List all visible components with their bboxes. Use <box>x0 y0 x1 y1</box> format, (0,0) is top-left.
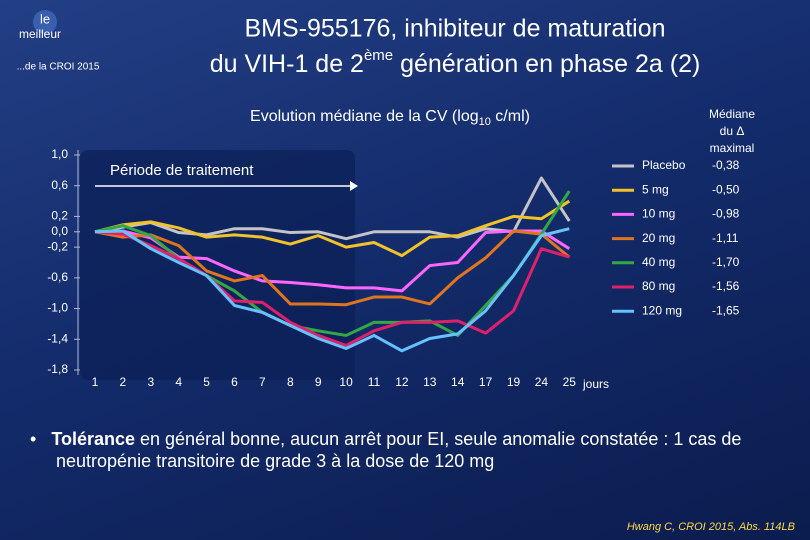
legend-value: -1,70 <box>712 255 740 269</box>
bullet: • Tolérance en général bonne, aucun arrê… <box>30 429 742 471</box>
legend-label: 20 mg <box>642 231 675 245</box>
title: du VIH-1 de 2ème génération en phase 2a … <box>210 47 701 78</box>
series-line <box>94 176 571 241</box>
chart-title: Evolution médiane de la CV (log10 c/ml) <box>250 108 530 128</box>
x-axis-label: jours <box>582 377 609 391</box>
x-tick-label: 19 <box>507 375 521 389</box>
x-tick-label: 12 <box>395 375 409 389</box>
bullet-text: en général bonne, aucun arrêt pour EI, s… <box>56 429 742 471</box>
y-tick-label: 0,6 <box>51 178 68 192</box>
x-tick-label: 2 <box>120 375 127 389</box>
x-tick-label: 25 <box>563 375 577 389</box>
legend-header: du Δ <box>720 124 745 138</box>
legend-value: -0,38 <box>712 158 740 172</box>
y-tick-label: -0,6 <box>47 270 68 284</box>
y-tick-label: -1,8 <box>47 362 68 376</box>
x-tick-label: 14 <box>451 375 465 389</box>
logo-circle <box>33 10 57 34</box>
x-tick-label: 10 <box>339 375 353 389</box>
title-part: du VIH-1 de 2 <box>210 50 364 78</box>
logo-main: meilleur <box>19 27 61 41</box>
legend-value: -1,56 <box>712 279 740 293</box>
legend-header: maximal <box>710 141 755 155</box>
y-tick-label: 0,2 <box>51 209 68 223</box>
footer: Hwang C, CROI 2015, Abs. 114LB <box>627 521 795 533</box>
x-tick-label: 8 <box>287 375 294 389</box>
legend-header: Médiane <box>709 107 755 121</box>
x-tick-label: 5 <box>203 375 210 389</box>
arrow-head <box>350 181 358 191</box>
series-line <box>94 229 571 307</box>
title-part: génération en phase 2a (2) <box>393 50 700 78</box>
title: BMS-955176, inhibiteur de maturation <box>244 15 665 43</box>
legend-label: 40 mg <box>642 255 675 269</box>
legend-label: 10 mg <box>642 207 675 221</box>
legend-label: 5 mg <box>642 182 669 196</box>
x-tick-label: 17 <box>479 375 493 389</box>
chart-title-part: Evolution médiane de la CV (log <box>250 108 479 125</box>
x-tick-label: 6 <box>231 375 238 389</box>
title-sup: ème <box>364 47 393 64</box>
legend-value: -1,11 <box>712 231 739 245</box>
x-tick-label: 4 <box>175 375 182 389</box>
legend-label: 80 mg <box>642 279 675 293</box>
y-tick-label: -1,0 <box>47 301 68 315</box>
chart-title-sub: 10 <box>479 116 491 128</box>
logo-top: le <box>40 11 50 26</box>
y-tick-label: -1,4 <box>47 331 68 345</box>
legend-value: -1,65 <box>712 303 740 317</box>
legend-label: 120 mg <box>642 303 682 317</box>
logo-sub: ...de la CROI 2015 <box>17 62 100 73</box>
x-tick-label: 11 <box>368 375 381 389</box>
x-tick-label: 1 <box>92 375 99 389</box>
series-line <box>94 190 571 337</box>
y-tick-label: -0,2 <box>47 239 68 253</box>
x-tick-label: 7 <box>259 375 266 389</box>
chart-title-part: c/ml) <box>491 108 530 125</box>
series-line <box>94 230 570 347</box>
x-tick-label: 3 <box>147 375 154 389</box>
x-tick-label: 9 <box>315 375 322 389</box>
x-tick-label: 24 <box>535 375 549 389</box>
legend-value: -0,50 <box>712 182 740 196</box>
annotation: Période de traitement <box>110 162 254 179</box>
legend-value: -0,98 <box>712 207 740 221</box>
y-tick-label: 1,0 <box>51 147 68 161</box>
series-line <box>94 227 570 353</box>
bullet-bold: Tolérance <box>51 429 136 449</box>
series-line <box>94 199 571 258</box>
x-tick-label: 13 <box>423 375 437 389</box>
y-tick-label: 0,0 <box>51 224 68 238</box>
legend-label: Placebo <box>642 158 686 172</box>
